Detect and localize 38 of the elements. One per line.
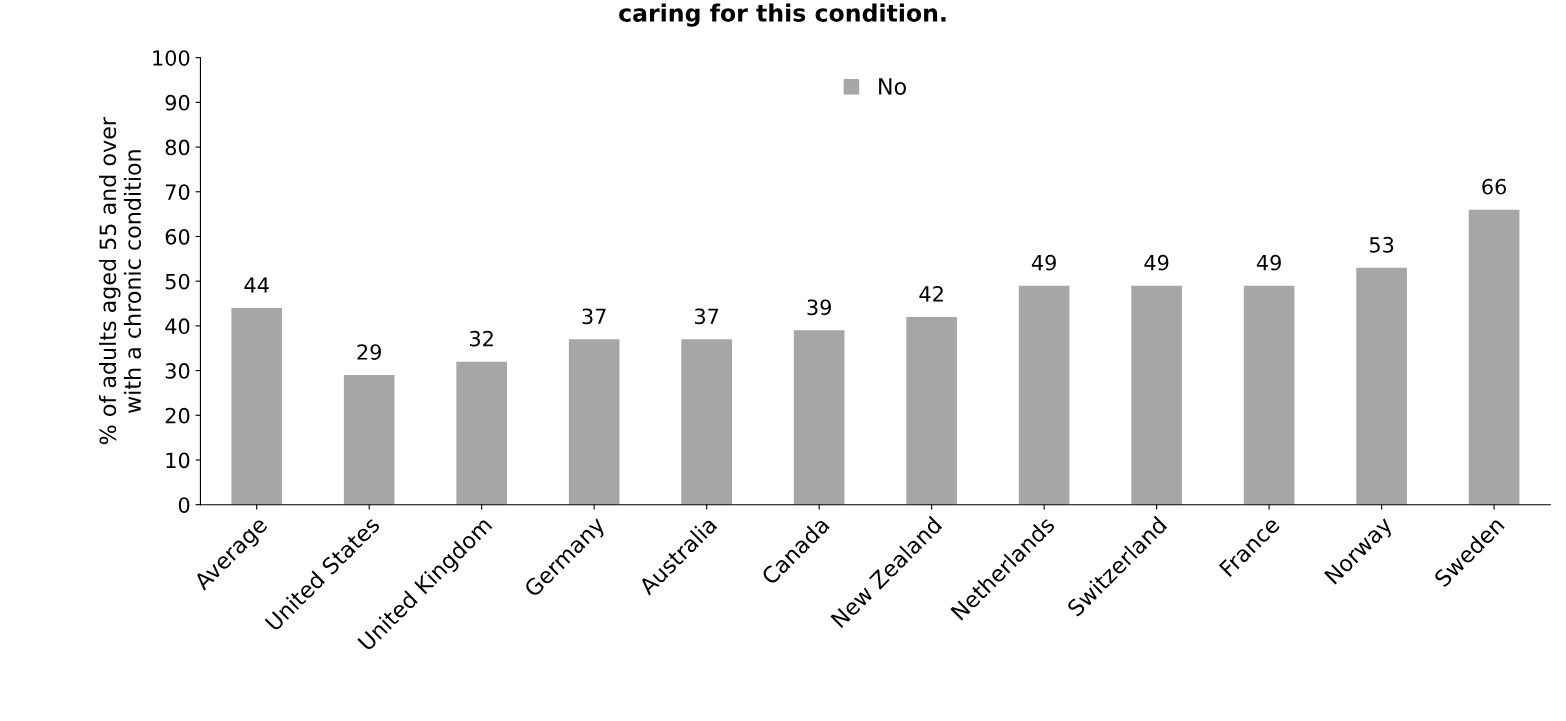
y-tick-label: 30 [165, 363, 190, 379]
data-label: 29 [357, 344, 381, 360]
legend-label: No [879, 78, 906, 95]
y-tick-label: 20 [165, 407, 190, 424]
chart-title: caring for this condition. [619, 3, 946, 27]
bar [793, 330, 845, 505]
y-tick-label: 10 [166, 452, 190, 469]
bar [906, 316, 957, 505]
data-label: 49 [1256, 254, 1281, 271]
bar [1018, 285, 1070, 505]
data-label: 66 [1482, 178, 1507, 195]
data-label: 39 [807, 299, 831, 316]
data-label: 42 [919, 286, 943, 302]
data-label: 37 [582, 308, 606, 325]
bar [1468, 209, 1520, 505]
bar [231, 308, 282, 505]
data-label: 32 [470, 330, 493, 347]
y-tick-label: 100 [153, 50, 190, 66]
data-label: 49 [1031, 254, 1056, 271]
y-tick-label: 70 [165, 184, 190, 200]
data-label: 37 [694, 308, 719, 325]
data-label: 44 [244, 277, 269, 293]
y-tick-label: 60 [165, 228, 190, 245]
y-tick-label: 40 [165, 318, 190, 335]
y-axis-title: % of adults aged 55 and over with a chronic condition [99, 117, 142, 445]
data-label: 49 [1144, 254, 1169, 271]
data-label: 53 [1369, 236, 1394, 253]
y-tick-label: 0 [178, 497, 190, 513]
bar [343, 375, 395, 505]
y-tick-label: 80 [165, 139, 190, 156]
bar [1243, 285, 1295, 505]
y-tick-label: 90 [165, 94, 190, 111]
bar [456, 361, 507, 505]
bar [1356, 267, 1407, 505]
y-tick-label: 50 [165, 273, 190, 290]
bar [681, 339, 732, 505]
bar [568, 339, 620, 505]
bar [1131, 285, 1182, 505]
